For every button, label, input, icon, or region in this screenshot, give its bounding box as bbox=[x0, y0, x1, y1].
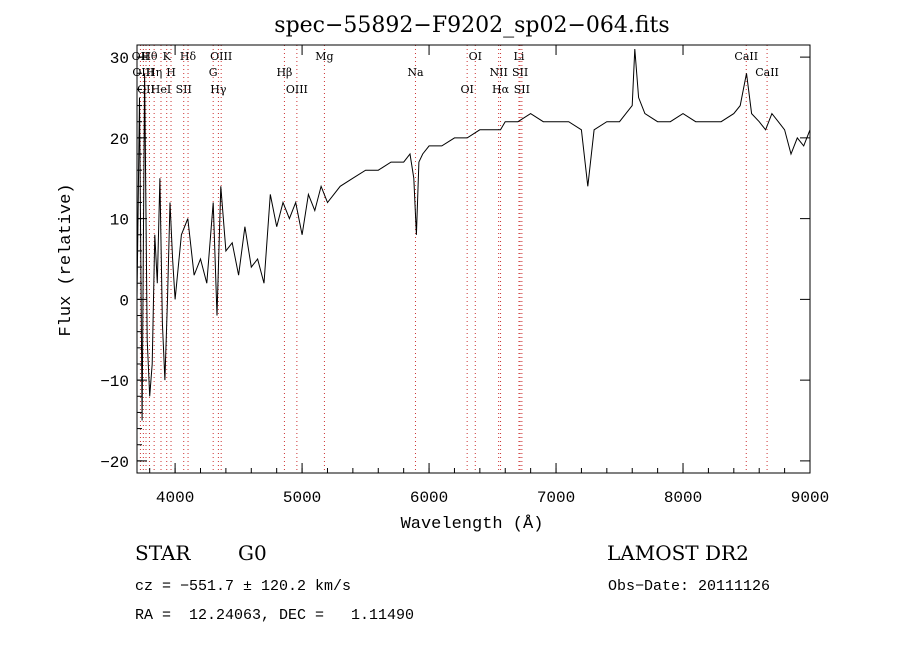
line-marker-label: CaII bbox=[755, 66, 779, 79]
line-marker-label: HeI bbox=[151, 83, 171, 96]
y-tick-label: 30 bbox=[110, 50, 129, 68]
y-axis-ticks: −20 −10 0 10 20 30 bbox=[100, 50, 810, 472]
x-tick-label: 9000 bbox=[791, 489, 829, 507]
line-marker-label: NII bbox=[489, 66, 507, 79]
line-marker-label: OIII bbox=[132, 66, 154, 79]
x-tick-label: 6000 bbox=[410, 489, 448, 507]
line-marker-label: SII bbox=[512, 66, 528, 79]
line-marker-label: Mg bbox=[315, 50, 333, 63]
line-marker-label: Na bbox=[407, 66, 424, 79]
line-marker-label: CaII bbox=[734, 50, 758, 63]
line-marker-label: K bbox=[163, 50, 172, 63]
x-tick-label: 7000 bbox=[537, 489, 575, 507]
line-marker-label: OI bbox=[460, 83, 473, 96]
line-marker-label: SII bbox=[176, 83, 192, 96]
x-axis-label: Wavelength (Å) bbox=[401, 515, 544, 534]
y-tick-label: −20 bbox=[100, 454, 129, 472]
x-axis-ticks: 4000 5000 6000 7000 8000 9000 bbox=[149, 45, 829, 507]
line-marker-label: H bbox=[166, 66, 176, 79]
line-marker-label: Hδ bbox=[180, 50, 197, 63]
chart-title: spec−55892−F9202_sp02−064.fits bbox=[274, 13, 669, 38]
line-marker-label: Hθ bbox=[141, 50, 158, 63]
x-tick-label: 8000 bbox=[664, 489, 702, 507]
line-marker-label: OI bbox=[469, 50, 482, 63]
line-marker-label: OIII bbox=[286, 83, 308, 96]
line-marker-label: OIII bbox=[210, 50, 232, 63]
line-marker-label: G bbox=[209, 66, 218, 79]
line-marker-label: Hβ bbox=[276, 66, 292, 79]
y-tick-label: −10 bbox=[100, 373, 129, 391]
line-marker-label: OII bbox=[132, 50, 150, 63]
y-tick-label: 0 bbox=[119, 292, 129, 310]
line-marker-label: SII bbox=[514, 83, 530, 96]
line-marker-label: Hη bbox=[146, 66, 162, 79]
y-tick-label: 20 bbox=[110, 131, 129, 149]
x-tick-label: 5000 bbox=[283, 489, 321, 507]
line-marker-labels: OIIOIIIOIIHθHηHeIKHSIIHδGHγOIIIHβOIIIMgN… bbox=[132, 50, 779, 96]
coordinates: RA = 12.24063, DEC = 1.11490 bbox=[135, 607, 414, 624]
line-markers bbox=[139, 45, 768, 473]
spectrum-line bbox=[136, 48, 811, 421]
obs-date: Obs−Date: 20111126 bbox=[608, 578, 770, 595]
survey-name: LAMOST DR2 bbox=[607, 541, 749, 565]
line-marker-label: Li bbox=[514, 50, 525, 63]
line-marker-label: Hγ bbox=[210, 83, 227, 96]
plot-frame bbox=[136, 44, 811, 474]
object-subclass: G0 bbox=[238, 541, 267, 565]
redshift-text: cz = −551.7 ± 120.2 km/s bbox=[135, 578, 351, 595]
y-tick-label: 10 bbox=[110, 212, 129, 230]
y-axis-label: Flux (relative) bbox=[57, 183, 76, 336]
object-class: STAR bbox=[135, 541, 191, 565]
x-tick-label: 4000 bbox=[156, 489, 194, 507]
line-marker-label: OII bbox=[137, 83, 155, 96]
line-marker-label: Hα bbox=[492, 83, 510, 96]
